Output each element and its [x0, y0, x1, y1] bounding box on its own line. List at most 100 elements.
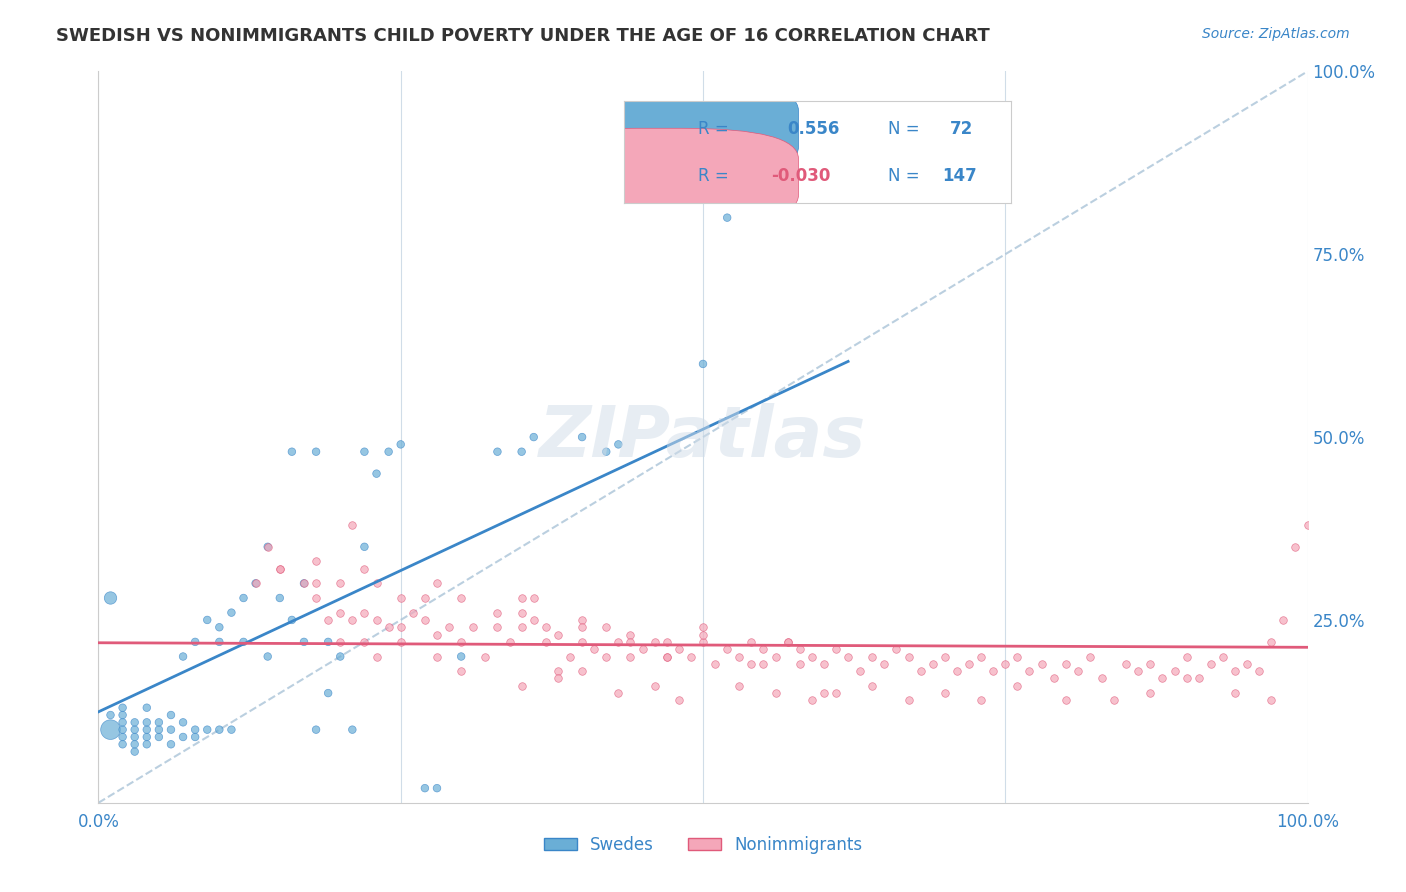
Text: SWEDISH VS NONIMMIGRANTS CHILD POVERTY UNDER THE AGE OF 16 CORRELATION CHART: SWEDISH VS NONIMMIGRANTS CHILD POVERTY U…	[56, 27, 990, 45]
Nonimmigrants	[668, 642, 690, 657]
Nonimmigrants	[825, 686, 848, 700]
Nonimmigrants	[837, 649, 859, 664]
Nonimmigrants	[1272, 613, 1295, 627]
Nonimmigrants	[571, 635, 593, 649]
Nonimmigrants	[957, 657, 980, 671]
Swedes	[172, 730, 194, 744]
Nonimmigrants	[437, 620, 460, 634]
Nonimmigrants	[523, 591, 546, 605]
Nonimmigrants	[571, 620, 593, 634]
Nonimmigrants	[679, 649, 702, 664]
Nonimmigrants	[1054, 657, 1077, 671]
Nonimmigrants	[571, 664, 593, 678]
Swedes	[316, 635, 339, 649]
Nonimmigrants	[389, 635, 412, 649]
Nonimmigrants	[800, 693, 823, 707]
Nonimmigrants	[523, 613, 546, 627]
Swedes	[426, 781, 449, 796]
Nonimmigrants	[510, 679, 533, 693]
Swedes	[232, 591, 254, 605]
Swedes	[292, 635, 315, 649]
Swedes	[195, 723, 218, 737]
Nonimmigrants	[813, 657, 835, 671]
Swedes	[184, 723, 207, 737]
Nonimmigrants	[1152, 672, 1174, 686]
Nonimmigrants	[934, 649, 956, 664]
Nonimmigrants	[1199, 657, 1222, 671]
Nonimmigrants	[655, 635, 678, 649]
Swedes	[172, 649, 194, 664]
Nonimmigrants	[886, 642, 908, 657]
Nonimmigrants	[269, 562, 291, 576]
Swedes	[523, 430, 546, 444]
Nonimmigrants	[1139, 657, 1161, 671]
Nonimmigrants	[607, 686, 630, 700]
Nonimmigrants	[776, 635, 799, 649]
Nonimmigrants	[342, 517, 364, 532]
Nonimmigrants	[910, 664, 932, 678]
Nonimmigrants	[353, 606, 375, 620]
Nonimmigrants	[595, 620, 617, 634]
Nonimmigrants	[1175, 672, 1198, 686]
Swedes	[124, 723, 146, 737]
Swedes	[100, 723, 122, 737]
Swedes	[148, 723, 170, 737]
Nonimmigrants	[450, 664, 472, 678]
Swedes	[245, 576, 267, 591]
Nonimmigrants	[607, 635, 630, 649]
Nonimmigrants	[366, 649, 388, 664]
Swedes	[353, 444, 375, 458]
Nonimmigrants	[366, 613, 388, 627]
Swedes	[184, 730, 207, 744]
Nonimmigrants	[316, 613, 339, 627]
Nonimmigrants	[547, 627, 569, 641]
Swedes	[377, 444, 399, 458]
Nonimmigrants	[426, 627, 449, 641]
Nonimmigrants	[897, 649, 920, 664]
Nonimmigrants	[740, 635, 762, 649]
Nonimmigrants	[1115, 657, 1137, 671]
Swedes	[281, 444, 304, 458]
Nonimmigrants	[583, 642, 606, 657]
Nonimmigrants	[486, 620, 509, 634]
Swedes	[221, 606, 243, 620]
Nonimmigrants	[1260, 635, 1282, 649]
Nonimmigrants	[1236, 657, 1258, 671]
Nonimmigrants	[934, 686, 956, 700]
Nonimmigrants	[292, 576, 315, 591]
Swedes	[111, 700, 134, 714]
Nonimmigrants	[413, 591, 436, 605]
Nonimmigrants	[789, 657, 811, 671]
Swedes	[486, 444, 509, 458]
Swedes	[353, 540, 375, 554]
Nonimmigrants	[644, 635, 666, 649]
Nonimmigrants	[547, 664, 569, 678]
Swedes	[160, 737, 183, 751]
Nonimmigrants	[813, 686, 835, 700]
Nonimmigrants	[595, 649, 617, 664]
Swedes	[135, 730, 157, 744]
Swedes	[100, 708, 122, 723]
Nonimmigrants	[1212, 649, 1234, 664]
Legend: Swedes, Nonimmigrants: Swedes, Nonimmigrants	[537, 829, 869, 860]
Nonimmigrants	[510, 620, 533, 634]
Nonimmigrants	[946, 664, 969, 678]
Nonimmigrants	[1007, 679, 1029, 693]
Nonimmigrants	[329, 635, 352, 649]
Nonimmigrants	[474, 649, 496, 664]
Swedes	[111, 723, 134, 737]
Nonimmigrants	[510, 591, 533, 605]
Swedes	[195, 613, 218, 627]
Nonimmigrants	[413, 613, 436, 627]
Swedes	[160, 708, 183, 723]
Nonimmigrants	[342, 613, 364, 627]
Swedes	[135, 737, 157, 751]
Nonimmigrants	[463, 620, 485, 634]
Swedes	[281, 613, 304, 627]
Nonimmigrants	[765, 686, 787, 700]
Swedes	[184, 635, 207, 649]
Nonimmigrants	[644, 679, 666, 693]
Nonimmigrants	[571, 613, 593, 627]
Nonimmigrants	[897, 693, 920, 707]
Nonimmigrants	[269, 562, 291, 576]
